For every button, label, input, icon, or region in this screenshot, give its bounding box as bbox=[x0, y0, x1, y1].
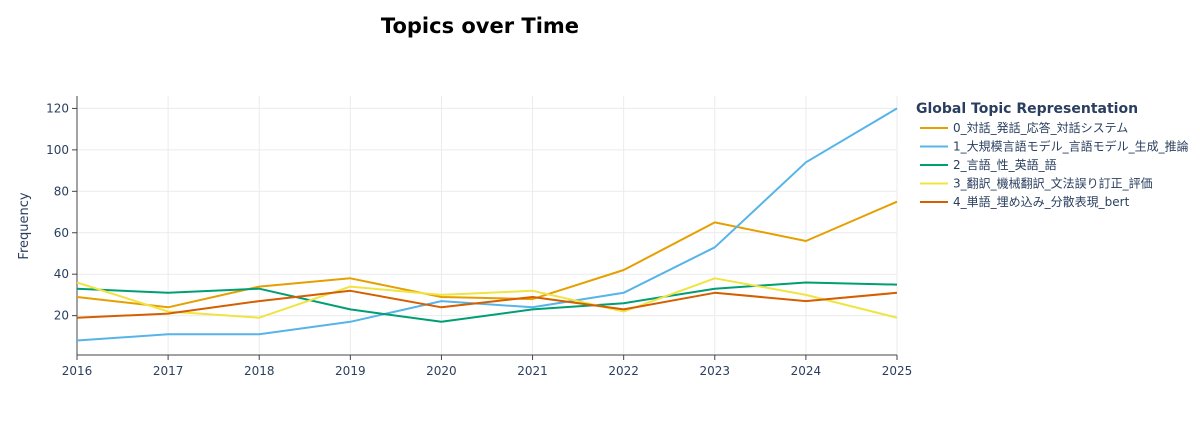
y-tick-label: 120 bbox=[46, 101, 69, 115]
x-tick-label: 2025 bbox=[882, 364, 913, 378]
axis-layer: Frequency 2016 2017 2018 2019 2020 2021 2022 20… bbox=[17, 96, 912, 378]
legend-title: Global Topic Representation bbox=[916, 101, 1138, 117]
x-tick-label: 2017 bbox=[153, 364, 184, 378]
x-tick-label: 2022 bbox=[608, 364, 639, 378]
legend-item-1[interactable]: 1_大規模言語モデル_言語モデル_生成_推論 bbox=[953, 139, 1189, 154]
legend: Global Topic Representation 0_対話_発話_応答_対… bbox=[916, 101, 1189, 209]
y-tick-label: 40 bbox=[54, 267, 69, 281]
y-tick-label: 100 bbox=[46, 143, 69, 157]
series-layer bbox=[76, 107, 898, 342]
series-line-4[interactable] bbox=[76, 289, 898, 319]
chart-title: Topics over Time bbox=[380, 14, 580, 38]
x-tick-label: 2024 bbox=[791, 364, 822, 378]
y-tick-label: 60 bbox=[54, 226, 69, 240]
legend-item-2[interactable]: 2_言語_性_英語_語 bbox=[953, 157, 1057, 172]
legend-item-3[interactable]: 3_翻訳_機械翻訳_文法誤り訂正_評価 bbox=[953, 176, 1153, 191]
x-tick-label: 2023 bbox=[700, 364, 731, 378]
x-tick-label: 2016 bbox=[62, 364, 93, 378]
legend-item-4[interactable]: 4_単語_埋め込み_分散表現_bert bbox=[953, 194, 1130, 209]
y-tick-label: 20 bbox=[54, 309, 69, 323]
series-line-3[interactable] bbox=[76, 277, 898, 319]
x-tick-label: 2019 bbox=[335, 364, 366, 378]
y-axis-title: Frequency bbox=[17, 192, 32, 259]
legend-item-0[interactable]: 0_対話_発話_応答_対話システム bbox=[953, 120, 1128, 135]
y-tick-label: 80 bbox=[54, 184, 69, 198]
x-tick-label: 2021 bbox=[517, 364, 548, 378]
series-line-1[interactable] bbox=[76, 107, 898, 342]
x-tick-label: 2018 bbox=[244, 364, 275, 378]
series-line-0[interactable] bbox=[76, 200, 898, 309]
x-tick-label: 2020 bbox=[426, 364, 457, 378]
